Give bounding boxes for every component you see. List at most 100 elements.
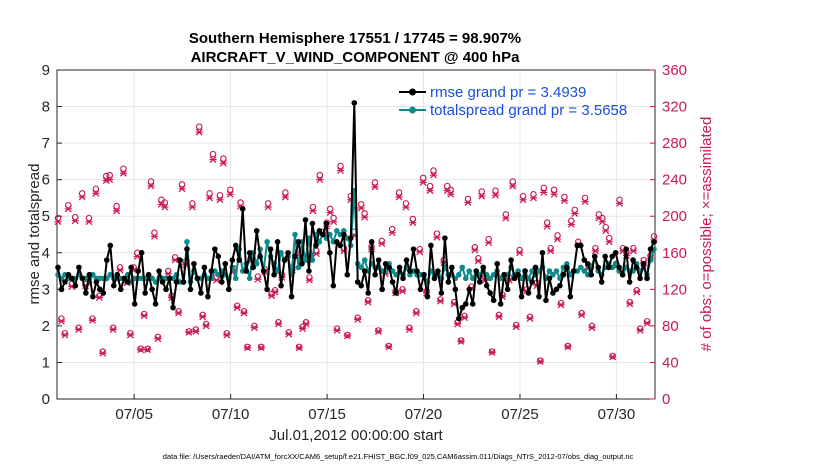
rmse-point — [442, 235, 448, 241]
totalspread-point — [553, 268, 560, 274]
rmse-series — [55, 100, 657, 322]
obs-possible-marker — [519, 192, 527, 200]
legend-spread-marker — [409, 106, 416, 114]
obs-assimilated-marker — [223, 331, 231, 339]
obs-assimilated-marker — [374, 327, 382, 335]
totalspread-point — [107, 271, 114, 278]
rmse-point — [647, 246, 654, 252]
rmse-point — [511, 275, 518, 282]
obs-assimilated-marker — [305, 276, 314, 284]
left-y-tick-label: 5 — [42, 208, 50, 225]
right-y-tick-label: 160 — [662, 245, 687, 262]
rmse-point — [581, 257, 588, 263]
rmse-point — [72, 282, 79, 289]
rmse-point — [90, 293, 96, 300]
obs-assimilated-marker — [509, 182, 517, 190]
rmse-point — [205, 293, 211, 300]
rmse-point — [428, 242, 434, 249]
obs-possible-marker — [402, 200, 410, 207]
obs-assimilated-marker — [174, 309, 183, 317]
rmse-point — [341, 231, 347, 238]
totalspread-point — [466, 268, 473, 274]
obs-assimilated-marker — [161, 203, 169, 211]
obs-possible-marker — [419, 174, 427, 182]
obs-possible-marker — [147, 178, 155, 185]
totalspread-point — [253, 260, 260, 267]
obs-possible-marker — [388, 225, 396, 233]
rmse-point — [518, 293, 525, 300]
totalspread-point — [469, 275, 476, 282]
obs-possible-marker — [151, 229, 158, 236]
obs-assimilated-marker — [240, 309, 248, 317]
legend-rmse-marker — [409, 88, 416, 96]
obs-assimilated-marker — [295, 344, 303, 352]
totalspread-point — [278, 249, 284, 256]
rmse-point — [194, 275, 201, 282]
right-y-tick-label: 120 — [662, 281, 687, 298]
obs-possible-marker — [209, 150, 217, 158]
obs-possible-marker — [102, 172, 110, 180]
rmse-point — [403, 257, 410, 263]
totalspread-point — [246, 275, 253, 282]
rmse-point — [97, 286, 103, 293]
obs-possible-marker — [550, 186, 558, 193]
rmse-point — [198, 290, 204, 296]
rmse-point — [103, 257, 110, 263]
obs-possible-marker — [264, 200, 272, 207]
obs-possible-marker — [227, 186, 234, 193]
rmse-point — [285, 249, 291, 256]
rmse-point — [633, 264, 640, 271]
rmse-point — [142, 290, 148, 296]
obs-assimilated-marker — [395, 193, 403, 201]
rmse-point — [110, 282, 117, 289]
rmse-point — [525, 290, 532, 296]
rmse-point — [295, 239, 302, 245]
rmse-point — [267, 246, 274, 252]
obs-assimilated-marker — [495, 313, 503, 321]
obs-assimilated-marker — [309, 207, 317, 215]
right-y-tick-label: 0 — [662, 391, 670, 408]
obs-assimilated-marker — [188, 203, 196, 211]
obs-assimilated-marker — [133, 252, 141, 260]
obs-possible-marker — [85, 214, 93, 222]
obs-assimilated-marker — [519, 196, 527, 204]
rmse-point — [504, 286, 511, 293]
obs-possible-marker — [530, 191, 537, 198]
obs-assimilated-marker — [547, 247, 555, 255]
obs-possible-marker — [216, 191, 224, 199]
rmse-point — [250, 264, 256, 271]
obs-assimilated-marker — [64, 205, 72, 213]
obs-possible-marker — [540, 184, 548, 192]
rmse-point — [532, 264, 539, 271]
rmse-point — [320, 231, 326, 238]
rmse-point — [501, 271, 507, 278]
obs-assimilated-marker — [119, 169, 128, 177]
totalspread-point — [578, 264, 584, 271]
left-y-tick-labels: 0 1 2 3 4 5 6 7 8 9 — [42, 62, 50, 408]
obs-assimilated-marker — [250, 324, 258, 332]
obs-assimilated-marker — [512, 323, 520, 331]
obs-possible-marker — [457, 337, 465, 344]
obs-possible-marker — [426, 182, 434, 190]
rmse-point — [219, 279, 225, 285]
left-y-tick-label: 9 — [42, 62, 50, 79]
rmse-point — [302, 217, 309, 223]
left-y-tick-label: 6 — [42, 172, 50, 189]
rmse-point — [612, 249, 619, 256]
obs-assimilated-marker — [326, 209, 334, 217]
right-y-tick-label: 200 — [662, 208, 687, 225]
obs-assimilated-marker — [354, 316, 362, 323]
obs-possible-marker — [206, 190, 213, 197]
rmse-point — [274, 239, 281, 245]
obs-assimilated-marker — [553, 235, 562, 243]
rmse-point — [337, 242, 344, 249]
obs-assimilated-marker — [636, 326, 644, 334]
rmse-point — [462, 301, 469, 307]
rmse-point — [135, 268, 141, 274]
obs-assimilated-marker — [226, 190, 234, 198]
rmse-point — [257, 253, 263, 260]
obs-assimilated-marker — [460, 314, 469, 322]
right-y-axis-label: # of obs: o=possible; ×=assimilated — [698, 117, 715, 352]
obs-possible-marker — [137, 345, 144, 352]
